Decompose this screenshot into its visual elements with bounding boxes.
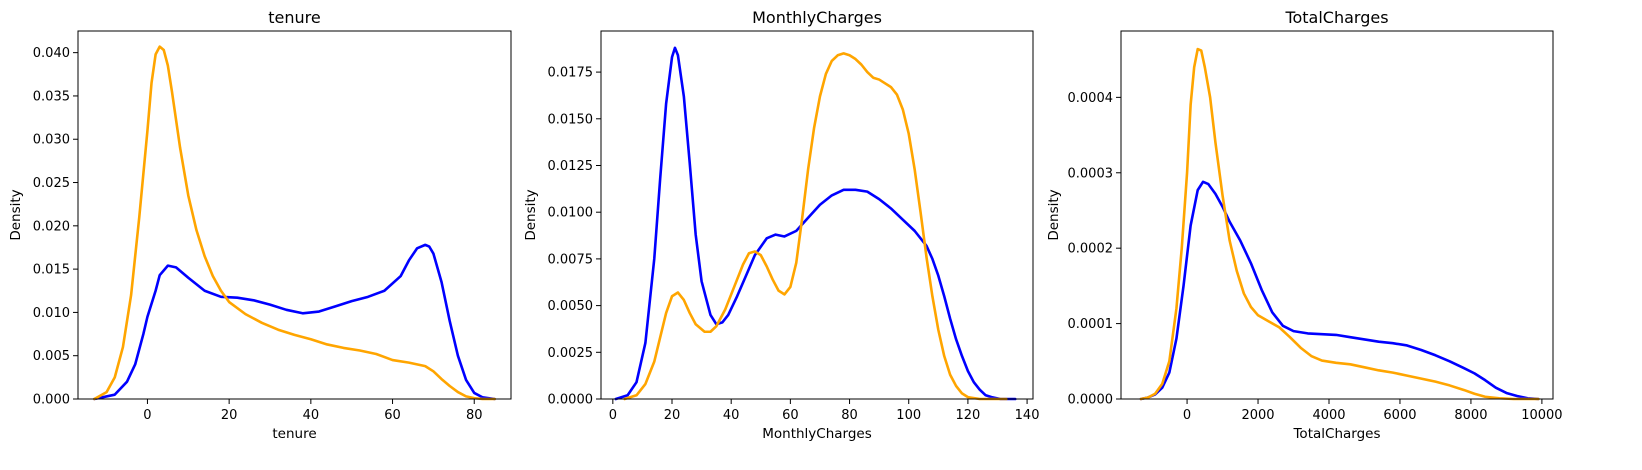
density-curve-series-1 <box>1139 180 1540 401</box>
x-axis-label: tenure <box>272 426 316 442</box>
y-tick-label: 0.0125 <box>548 159 594 174</box>
x-axis-label: MonthlyCharges <box>762 426 872 442</box>
y-tick-label: 0.0025 <box>548 346 594 361</box>
y-tick-label: 0.005 <box>33 349 70 364</box>
x-tick-label: 80 <box>841 408 858 423</box>
x-tick-label: 100 <box>896 408 921 423</box>
x-tick-label: 120 <box>955 408 980 423</box>
x-tick-label: 0 <box>143 408 151 423</box>
subplot-title: MonthlyCharges <box>752 8 882 27</box>
x-tick-label: 10000 <box>1521 408 1562 423</box>
x-tick-label: 40 <box>303 408 320 423</box>
y-tick-label: 0.0150 <box>548 112 594 127</box>
x-tick-label: 2000 <box>1241 408 1274 423</box>
y-tick-label: 0.035 <box>33 89 70 104</box>
y-tick-label: 0.030 <box>33 133 70 148</box>
x-tick-label: 6000 <box>1383 408 1416 423</box>
subplot-title: tenure <box>268 8 320 27</box>
x-tick-label: 0 <box>609 408 617 423</box>
axes-frame <box>600 30 1034 400</box>
x-tick-label: 4000 <box>1312 408 1345 423</box>
y-tick-label: 0.010 <box>33 306 70 321</box>
x-tick-label: 8000 <box>1454 408 1487 423</box>
y-tick-label: 0.025 <box>33 176 70 191</box>
y-tick-label: 0.0000 <box>1068 393 1114 408</box>
y-tick-label: 0.000 <box>33 393 70 408</box>
axes-frame <box>1120 30 1554 400</box>
density-curve-series-2 <box>623 52 1008 401</box>
y-tick-label: 0.0001 <box>1068 317 1114 332</box>
density-curve-series-1 <box>614 46 1017 401</box>
y-tick-label: 0.0075 <box>548 252 594 267</box>
y-tick-label: 0.015 <box>33 263 70 278</box>
axes-frame <box>77 30 512 400</box>
y-tick-label: 0.0003 <box>1068 166 1114 181</box>
x-tick-label: 60 <box>782 408 799 423</box>
x-tick-label: 60 <box>384 408 401 423</box>
y-tick-label: 0.0004 <box>1068 91 1114 106</box>
x-axis-label: TotalCharges <box>1292 426 1380 442</box>
x-tick-label: 80 <box>466 408 483 423</box>
y-tick-label: 0.0000 <box>548 393 594 408</box>
density-curve-series-2 <box>1139 47 1540 401</box>
subplot-title: TotalCharges <box>1284 8 1388 27</box>
x-tick-label: 20 <box>664 408 681 423</box>
y-tick-label: 0.0002 <box>1068 242 1114 257</box>
y-axis-label: Density <box>1046 189 1062 240</box>
subplot-1: 0 20 40 60 80 0.000 0.005 0.010 0.015 0.020 0.025 0… <box>8 8 512 442</box>
y-axis-label: Density <box>523 189 539 240</box>
subplot-2: 0 20 40 60 80 100 120 140 0.0000 0.0025 0.0050 0.00… <box>523 8 1039 442</box>
y-tick-label: 0.040 <box>33 46 70 61</box>
x-tick-label: 20 <box>221 408 238 423</box>
density-curve-series-1 <box>93 243 496 401</box>
density-curve-series-2 <box>93 45 496 401</box>
x-tick-label: 40 <box>723 408 740 423</box>
x-tick-label: 0 <box>1183 408 1191 423</box>
x-tick-label: 140 <box>1015 408 1040 423</box>
y-tick-label: 0.0175 <box>548 66 594 81</box>
y-axis-label: Density <box>8 189 24 240</box>
y-tick-label: 0.0050 <box>548 299 594 314</box>
y-tick-label: 0.0100 <box>548 206 594 221</box>
y-tick-label: 0.020 <box>33 219 70 234</box>
subplot-3: 0 2000 4000 6000 8000 10000 0.0000 0.0001 0.0002… <box>1046 8 1563 442</box>
